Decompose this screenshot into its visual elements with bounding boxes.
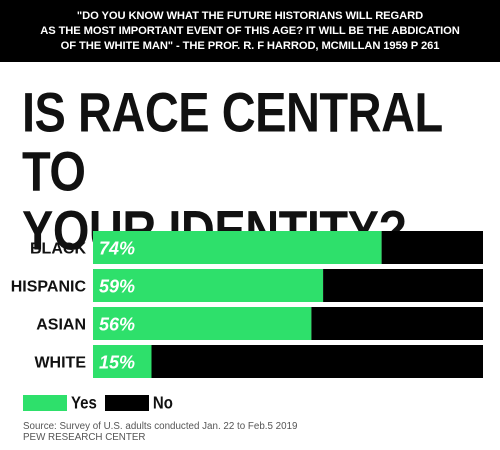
bar-no-white: [151, 345, 483, 378]
legend-label-yes: Yes: [71, 393, 97, 413]
legend: Yes No: [23, 393, 181, 413]
legend-swatch-yes: [23, 395, 67, 411]
chart-title: IS RACE CENTRAL TO YOUR IDENTITY?: [22, 80, 442, 262]
category-label: ASIAN: [36, 317, 86, 334]
quote-caption: "DO YOU KNOW WHAT THE FUTURE HISTORIANS …: [40, 9, 460, 52]
bar-no-hispanic: [323, 269, 483, 302]
legend-swatch-no: [104, 395, 149, 411]
bar-yes-hispanic: [93, 269, 324, 302]
legend-item-yes: Yes: [23, 393, 97, 413]
bar-no-asian: [311, 307, 483, 340]
bar-yes-white: [93, 345, 152, 378]
source-line: Source: Survey of U.S. adults conducted …: [23, 421, 298, 432]
legend-item-no: No: [104, 393, 173, 413]
legend-label-no: No: [152, 393, 173, 413]
bar-yes-black: [93, 231, 382, 264]
caption-bar: "DO YOU KNOW WHAT THE FUTURE HISTORIANS …: [0, 0, 500, 62]
source-note: Source: Survey of U.S. adults conducted …: [23, 421, 483, 443]
value-label: 74%: [99, 239, 135, 259]
bar-no-black: [381, 231, 483, 264]
bar-yes-asian: [93, 307, 312, 340]
category-label: WHITE: [34, 355, 86, 372]
value-label: 15%: [99, 353, 135, 373]
category-label: BLACK: [30, 241, 86, 258]
category-label: HISPANIC: [11, 279, 87, 296]
value-label: 56%: [99, 315, 135, 335]
bar-chart: BLACK 74% HISPANIC 59% ASIAN 56% WHITE 15%: [11, 231, 483, 378]
source-org: PEW RESEARCH CENTER: [23, 432, 146, 443]
value-label: 59%: [99, 277, 135, 297]
